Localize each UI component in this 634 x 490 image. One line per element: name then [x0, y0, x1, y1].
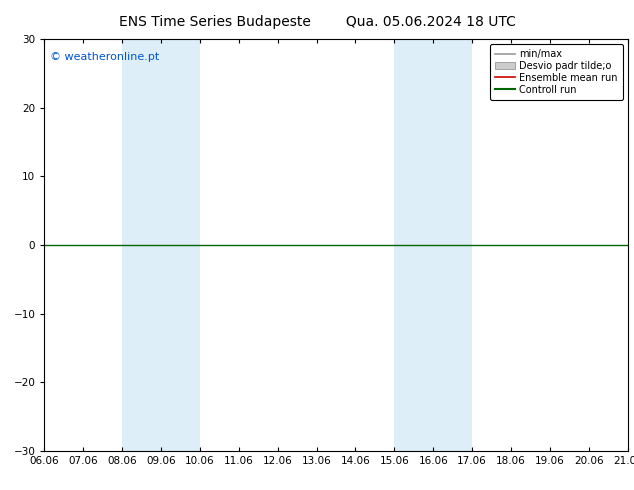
Text: © weatheronline.pt: © weatheronline.pt: [50, 51, 160, 62]
Text: ENS Time Series Budapeste        Qua. 05.06.2024 18 UTC: ENS Time Series Budapeste Qua. 05.06.202…: [119, 15, 515, 29]
Legend: min/max, Desvio padr tilde;o, Ensemble mean run, Controll run: min/max, Desvio padr tilde;o, Ensemble m…: [490, 44, 623, 99]
Bar: [122, 39, 200, 451]
Bar: [394, 39, 472, 451]
